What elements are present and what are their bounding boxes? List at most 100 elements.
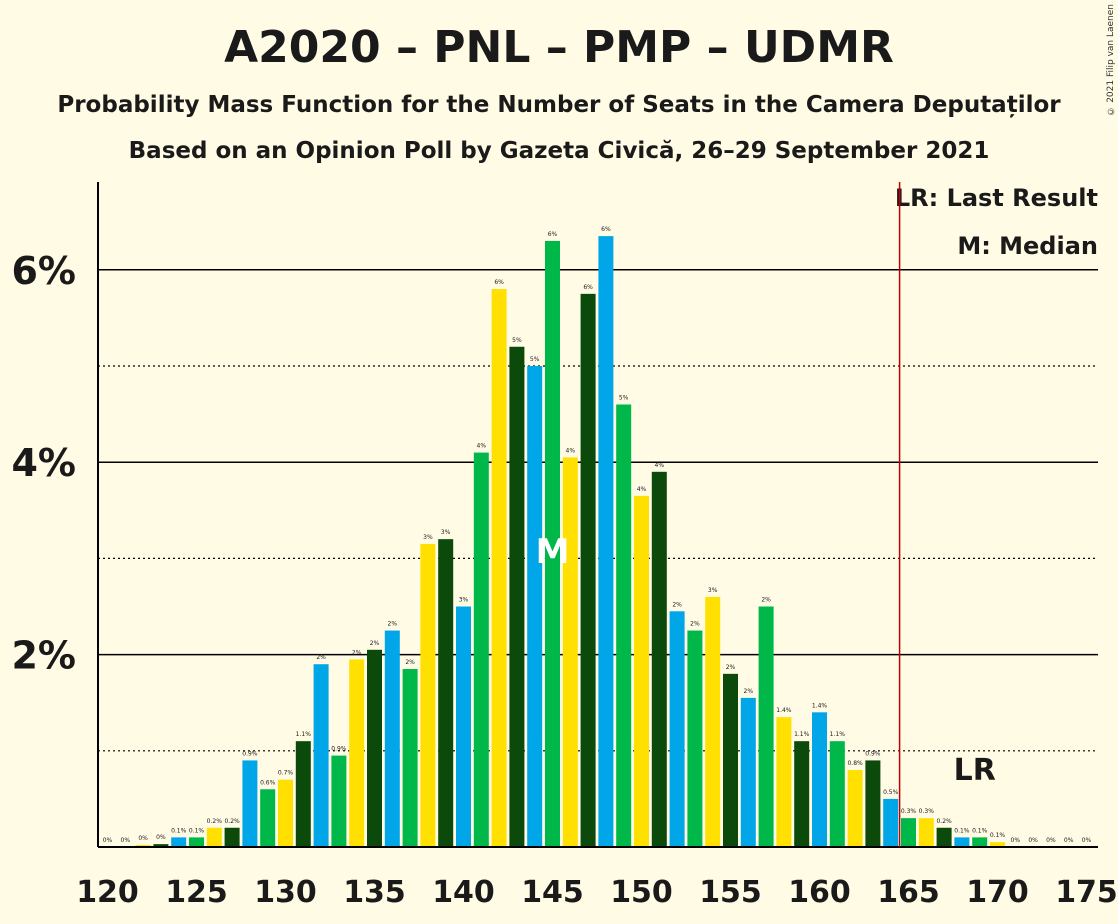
bar-value-label: 6% [494, 279, 504, 286]
bar-seat-130 [278, 779, 293, 847]
bar-seat-126 [206, 827, 222, 847]
bar-seat-163 [865, 760, 881, 847]
bar-value-label: 0% [1011, 837, 1021, 844]
bar-seat-147 [580, 293, 596, 848]
bar-seat-159 [794, 741, 810, 847]
bar-value-label: 2% [316, 654, 326, 661]
bar-value-label: 0.3% [901, 808, 917, 815]
bar-value-label: 2% [388, 621, 398, 628]
bar-seat-167 [936, 827, 952, 847]
bar-value-label: 0.5% [883, 789, 899, 796]
bar-seat-133 [331, 755, 347, 847]
bar-value-label: 3% [423, 534, 433, 541]
x-tick-label: 120 [76, 875, 139, 910]
bar-seat-160 [812, 712, 827, 847]
bar-value-label: 3% [459, 597, 469, 604]
bar-value-label: 0.1% [189, 827, 205, 834]
bar-seat-135 [367, 649, 382, 847]
bar-value-label: 0.9% [242, 750, 258, 757]
bar-seat-149 [616, 404, 632, 847]
bar-value-label: 0.2% [207, 818, 223, 825]
bar-seat-151 [651, 471, 667, 847]
bar-value-label: 0% [1046, 837, 1056, 844]
bar-value-label: 1.1% [830, 731, 846, 738]
bar-value-label: 1.4% [812, 702, 828, 709]
bar-seat-123 [153, 844, 169, 847]
bar-seat-152 [669, 611, 685, 847]
bar-seat-155 [723, 673, 738, 847]
bar-seat-170 [990, 842, 1005, 847]
chart-subtitle: Probability Mass Function for the Number… [57, 92, 1061, 118]
bar-seat-127 [224, 827, 240, 847]
bar-seat-154 [705, 596, 721, 847]
bar-value-label: 0% [156, 834, 166, 841]
bar-seat-153 [687, 630, 703, 847]
bar-value-label: 2% [726, 664, 736, 671]
x-tick-label: 150 [610, 875, 673, 910]
bar-value-label: 3% [441, 529, 451, 536]
bar-seat-138 [420, 543, 436, 847]
bar-value-label: 0.2% [224, 818, 240, 825]
bar-seat-146 [562, 457, 578, 847]
bar-value-label: 0.8% [847, 760, 863, 767]
bar-value-label: 4% [655, 462, 665, 469]
bar-value-label: 2% [405, 659, 415, 666]
bar-seat-166 [918, 818, 934, 847]
bar-value-label: 5% [619, 394, 629, 401]
y-tick-label: 4% [11, 441, 76, 485]
bar-value-label: 2% [690, 621, 700, 628]
bar-value-label: 6% [583, 284, 593, 291]
bar-value-label: 4% [637, 486, 647, 493]
bar-seat-156 [740, 697, 756, 847]
bar-value-label: 5% [512, 337, 522, 344]
bar-value-label: 0.1% [954, 827, 970, 834]
bar-value-label: 2% [744, 688, 754, 695]
bar-value-label: 0.3% [919, 808, 935, 815]
y-tick-label: 2% [11, 634, 76, 678]
legend-median: M: Median [957, 232, 1098, 260]
x-tick-label: 135 [343, 875, 406, 910]
bar-seat-132 [313, 664, 329, 847]
bar-value-label: 1.1% [794, 731, 810, 738]
last-result-marker: LR [954, 753, 996, 788]
x-tick-label: 160 [788, 875, 851, 910]
bar-value-label: 0.7% [278, 770, 294, 777]
bar-seat-128 [242, 760, 258, 847]
bar-seat-124 [171, 837, 187, 847]
bar-value-label: 1.1% [296, 731, 312, 738]
bar-value-label: 0.1% [972, 827, 988, 834]
median-marker: M [536, 532, 570, 572]
y-tick-label: 6% [11, 249, 76, 293]
bar-value-label: 5% [530, 356, 540, 363]
bar-seat-164 [883, 798, 899, 847]
bar-seat-145 [545, 240, 560, 847]
x-tick-label: 140 [432, 875, 495, 910]
bar-seat-137 [402, 669, 418, 847]
bar-value-label: 2% [352, 649, 362, 656]
x-tick-label: 125 [165, 875, 228, 910]
bar-seat-139 [438, 539, 454, 847]
bar-seat-158 [776, 717, 792, 847]
x-tick-label: 155 [699, 875, 762, 910]
bar-value-label: 0.2% [936, 818, 952, 825]
bar-seat-141 [473, 452, 489, 847]
x-tick-label: 175 [1055, 875, 1118, 910]
bar-value-label: 0.1% [171, 827, 187, 834]
bar-value-label: 6% [548, 231, 558, 238]
bar-value-label: 0% [121, 837, 131, 844]
chart-title: A2020 – PNL – PMP – UDMR [224, 22, 894, 73]
bar-seat-148 [598, 236, 614, 847]
x-tick-label: 170 [966, 875, 1029, 910]
bar-seat-157 [758, 606, 774, 847]
bar-seat-136 [384, 630, 400, 847]
bar-value-label: 0% [1064, 837, 1074, 844]
bar-value-label: 3% [708, 587, 718, 594]
bar-value-label: 0% [103, 837, 113, 844]
bar-value-label: 0% [1082, 837, 1092, 844]
bar-value-label: 6% [601, 226, 611, 233]
bar-seat-165 [901, 818, 916, 847]
x-tick-label: 165 [877, 875, 940, 910]
bar-value-label: 4% [477, 443, 487, 450]
bar-seat-150 [634, 495, 649, 847]
bar-seat-131 [295, 741, 311, 847]
